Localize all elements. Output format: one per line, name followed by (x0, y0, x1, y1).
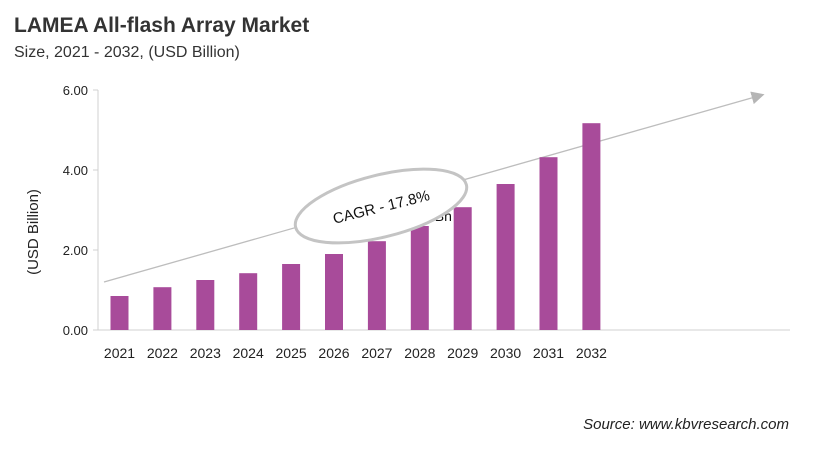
bar-2022 (153, 287, 172, 330)
x-tick-label: 2024 (233, 345, 264, 361)
x-tick-label: 2022 (147, 345, 178, 361)
x-tick-label: 2026 (318, 345, 349, 361)
bar-2032 (582, 123, 601, 330)
y-axis-title: (USD Billion) (25, 189, 42, 275)
bar-2030 (496, 184, 515, 330)
x-tick-label: 2021 (104, 345, 135, 361)
x-tick-label: 2023 (190, 345, 221, 361)
bar-2025 (282, 264, 301, 330)
chart-subtitle: Size, 2021 - 2032, (USD Billion) (14, 44, 240, 61)
y-tick-label: 4.00 (63, 163, 88, 178)
chart-title: LAMEA All-flash Array Market (14, 14, 310, 37)
x-tick-label: 2032 (576, 345, 607, 361)
bar-2023 (196, 280, 215, 330)
bar-2031 (539, 157, 558, 330)
x-tick-label: 2029 (447, 345, 478, 361)
x-tick-label: 2030 (490, 345, 521, 361)
bar-2021 (110, 296, 129, 330)
y-tick-label: 2.00 (63, 243, 88, 258)
cagr-ellipse (293, 167, 469, 245)
x-tick-label: 2028 (404, 345, 435, 361)
bar-2029 (453, 207, 472, 330)
bar-2028 (410, 226, 429, 330)
x-tick-label: 2031 (533, 345, 564, 361)
y-tick-label: 0.00 (63, 323, 88, 338)
bar-2027 (367, 241, 386, 330)
bar-2026 (325, 254, 343, 330)
source-note: Source: www.kbvresearch.com (583, 416, 789, 433)
bar-2024 (239, 273, 258, 330)
x-tick-label: 2025 (276, 345, 307, 361)
y-tick-label: 6.00 (63, 83, 88, 98)
x-tick-label: 2027 (361, 345, 392, 361)
